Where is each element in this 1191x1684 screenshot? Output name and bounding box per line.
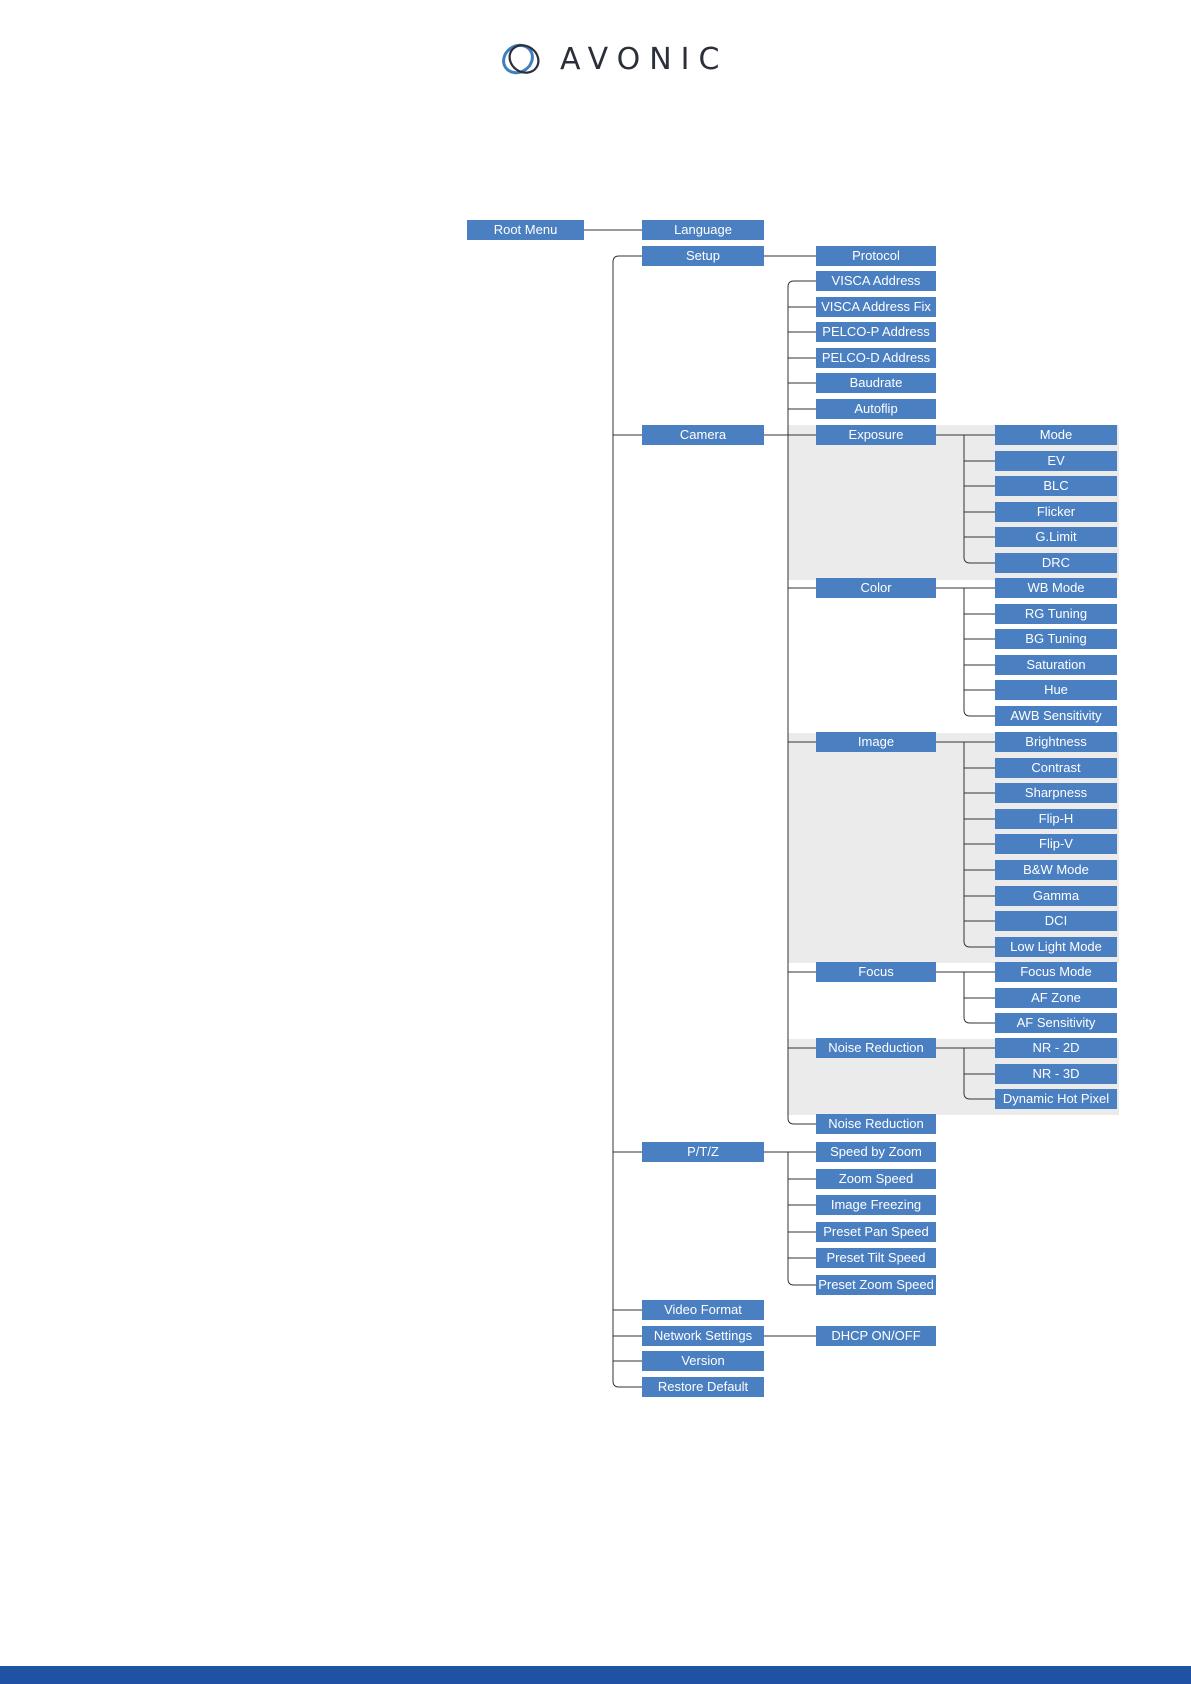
- menu-node-pelco-d-address[interactable]: PELCO-D Address: [816, 348, 936, 368]
- menu-node-rg-tuning[interactable]: RG Tuning: [995, 604, 1117, 624]
- menu-node-dci[interactable]: DCI: [995, 911, 1117, 931]
- menu-node-blc[interactable]: BLC: [995, 476, 1117, 496]
- menu-node-drc[interactable]: DRC: [995, 553, 1117, 573]
- menu-node-preset-tilt-speed[interactable]: Preset Tilt Speed: [816, 1248, 936, 1268]
- menu-node-zoom-speed[interactable]: Zoom Speed: [816, 1169, 936, 1189]
- menu-node-awb-sensitivity[interactable]: AWB Sensitivity: [995, 706, 1117, 726]
- menu-node-low-light-mode[interactable]: Low Light Mode: [995, 937, 1117, 957]
- menu-node-flicker[interactable]: Flicker: [995, 502, 1117, 522]
- menu-node-noise-reduction[interactable]: Noise Reduction: [816, 1038, 936, 1058]
- menu-node-wb-mode[interactable]: WB Mode: [995, 578, 1117, 598]
- menu-node-sharpness[interactable]: Sharpness: [995, 783, 1117, 803]
- menu-node-hue[interactable]: Hue: [995, 680, 1117, 700]
- menu-node-visca-address-fix[interactable]: VISCA Address Fix: [816, 297, 936, 317]
- avonic-logo: AVONIC: [498, 36, 719, 86]
- menu-node-dhcp-on-off[interactable]: DHCP ON/OFF: [816, 1326, 936, 1346]
- menu-node-contrast[interactable]: Contrast: [995, 758, 1117, 778]
- menu-node-flip-h[interactable]: Flip-H: [995, 809, 1117, 829]
- menu-node-bg-tuning[interactable]: BG Tuning: [995, 629, 1117, 649]
- menu-node-preset-zoom-speed[interactable]: Preset Zoom Speed: [816, 1275, 936, 1295]
- menu-node-preset-pan-speed[interactable]: Preset Pan Speed: [816, 1222, 936, 1242]
- menu-node-nr-3d[interactable]: NR - 3D: [995, 1064, 1117, 1084]
- menu-node-p-t-z[interactable]: P/T/Z: [642, 1142, 764, 1162]
- menu-node-saturation[interactable]: Saturation: [995, 655, 1117, 675]
- footer-bar: [0, 1666, 1191, 1684]
- menu-node-setup[interactable]: Setup: [642, 246, 764, 266]
- menu-node-protocol[interactable]: Protocol: [816, 246, 936, 266]
- menu-node-network-settings[interactable]: Network Settings: [642, 1326, 764, 1346]
- menu-node-af-zone[interactable]: AF Zone: [995, 988, 1117, 1008]
- menu-node-bandw-mode[interactable]: B&W Mode: [995, 860, 1117, 880]
- menu-node-flip-v[interactable]: Flip-V: [995, 834, 1117, 854]
- menu-node-autoflip[interactable]: Autoflip: [816, 399, 936, 419]
- menu-node-restore-default[interactable]: Restore Default: [642, 1377, 764, 1397]
- menu-node-nr-2d[interactable]: NR - 2D: [995, 1038, 1117, 1058]
- menu-node-video-format[interactable]: Video Format: [642, 1300, 764, 1320]
- menu-node-focus-mode[interactable]: Focus Mode: [995, 962, 1117, 982]
- menu-node-version[interactable]: Version: [642, 1351, 764, 1371]
- menu-node-image[interactable]: Image: [816, 732, 936, 752]
- menu-node-noise-reduction[interactable]: Noise Reduction: [816, 1114, 936, 1134]
- menu-node-af-sensitivity[interactable]: AF Sensitivity: [995, 1013, 1117, 1033]
- menu-node-camera[interactable]: Camera: [642, 425, 764, 445]
- menu-node-pelco-p-address[interactable]: PELCO-P Address: [816, 322, 936, 342]
- avonic-logo-mark-icon: [502, 43, 540, 75]
- menu-node-exposure[interactable]: Exposure: [816, 425, 936, 445]
- menu-node-dynamic-hot-pixel[interactable]: Dynamic Hot Pixel: [995, 1089, 1117, 1109]
- menu-node-root-menu[interactable]: Root Menu: [467, 220, 584, 240]
- menu-node-ev[interactable]: EV: [995, 451, 1117, 471]
- menu-node-mode[interactable]: Mode: [995, 425, 1117, 445]
- menu-node-image-freezing[interactable]: Image Freezing: [816, 1195, 936, 1215]
- menu-node-gamma[interactable]: Gamma: [995, 886, 1117, 906]
- menu-node-color[interactable]: Color: [816, 578, 936, 598]
- menu-node-brightness[interactable]: Brightness: [995, 732, 1117, 752]
- menu-node-g-limit[interactable]: G.Limit: [995, 527, 1117, 547]
- menu-node-language[interactable]: Language: [642, 220, 764, 240]
- menu-node-focus[interactable]: Focus: [816, 962, 936, 982]
- menu-node-speed-by-zoom[interactable]: Speed by Zoom: [816, 1142, 936, 1162]
- menu-node-visca-address[interactable]: VISCA Address: [816, 271, 936, 291]
- menu-node-baudrate[interactable]: Baudrate: [816, 373, 936, 393]
- brand-name: AVONIC: [560, 42, 729, 77]
